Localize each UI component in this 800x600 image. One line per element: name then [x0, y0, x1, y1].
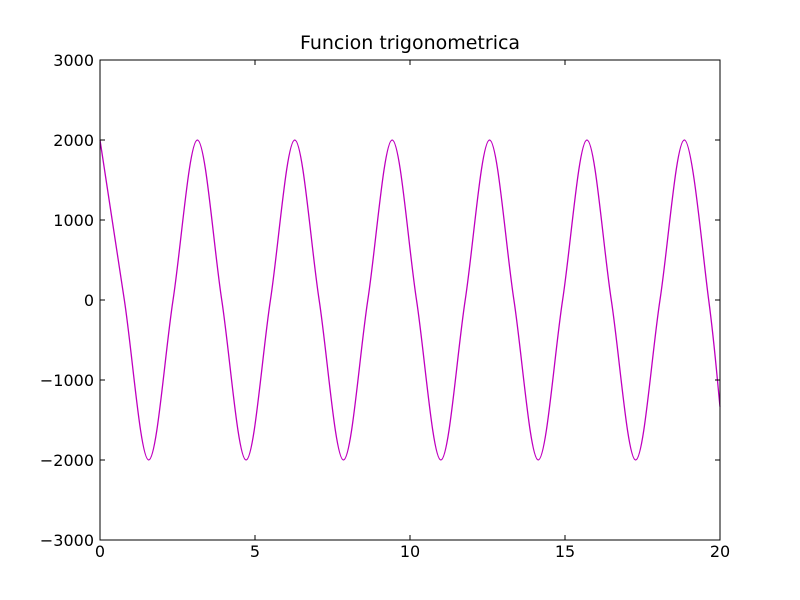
y-tick-label: 2000: [53, 131, 94, 150]
x-tick-label: 20: [710, 542, 730, 561]
y-tick-label: 3000: [53, 51, 94, 70]
x-tick-label: 0: [95, 542, 105, 561]
x-tick-label: 10: [400, 542, 420, 561]
y-tick-label: 1000: [53, 211, 94, 230]
series-layer: [99, 139, 721, 461]
y-tick-label: −3000: [40, 531, 94, 550]
y-tick-label: −1000: [40, 371, 94, 390]
x-tick-label: 5: [250, 542, 260, 561]
y-tick-label: 0: [84, 291, 94, 310]
ticks-layer: 0 5 10 15 20 3000 2000 1000 0 −1000 −2000 −3000: [40, 51, 730, 561]
series-line: [99, 139, 721, 461]
plot-frame: [99, 59, 721, 541]
y-tick-label: −2000: [40, 451, 94, 470]
x-tick-label: 15: [555, 542, 575, 561]
chart-title: Funcion trigonometrica: [300, 32, 520, 54]
